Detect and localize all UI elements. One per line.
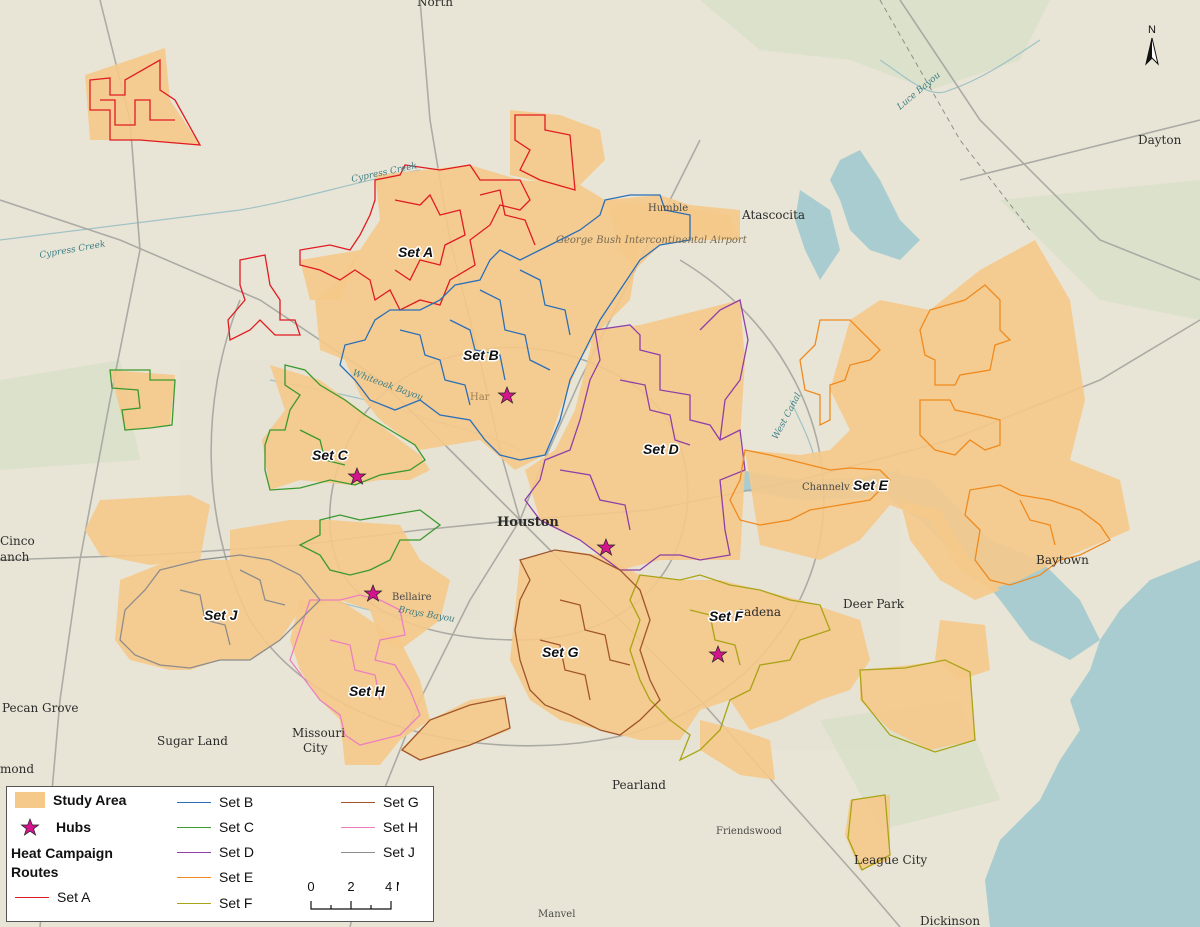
place-pecan-grove: Pecan Grove: [2, 701, 78, 715]
svg-text:N: N: [1148, 24, 1156, 36]
place-dayton: Dayton: [1138, 133, 1182, 147]
set-e-swatch: [177, 876, 211, 878]
study-area-swatch: [15, 792, 45, 808]
place-hardy: Har: [470, 392, 490, 403]
label-set-b: Set B: [463, 347, 499, 363]
hub-star[interactable]: [363, 584, 383, 602]
hub-star-icon: [20, 818, 40, 836]
place-cinco-2: anch: [0, 550, 30, 564]
legend-study-area: Study Area: [15, 792, 126, 808]
place-atascocita: Atascocita: [741, 208, 805, 222]
hub-star[interactable]: [497, 386, 517, 404]
route-set-h: [289, 594, 421, 746]
legend-hubs: Hubs: [20, 818, 91, 836]
legend-set-h: Set H: [341, 819, 418, 835]
place-bellaire: Bellaire: [392, 592, 432, 603]
place-channelview: Channelv: [802, 482, 850, 493]
legend-set-j: Set J: [341, 844, 415, 860]
place-humble: Humble: [648, 203, 688, 214]
label-set-j: Set J: [204, 607, 239, 623]
label-set-e: Set E: [853, 477, 889, 493]
route-set-a: [89, 58, 576, 342]
rail-line: [879, 0, 1031, 231]
legend-set-e: Set E: [177, 869, 253, 885]
hubs: [347, 386, 728, 663]
route-set-e: [729, 284, 1111, 586]
route-set-f: [629, 574, 976, 871]
place-richmond: mond: [0, 762, 34, 776]
route-set-g: [400, 549, 661, 761]
north-arrow-icon: N: [1145, 24, 1159, 66]
legend-set-c: Set C: [177, 819, 254, 835]
legend-set-f: Set F: [177, 895, 252, 911]
set-b-swatch: [177, 801, 211, 803]
place-north: North: [417, 0, 453, 9]
legend-routes-title-1: Heat Campaign: [11, 845, 113, 861]
place-deer-park: Deer Park: [843, 597, 905, 611]
legend-hubs-label: Hubs: [56, 819, 91, 835]
legend-set-d: Set D: [177, 844, 254, 860]
place-manvel: Manvel: [538, 909, 575, 920]
legend-set-g: Set G: [341, 794, 419, 810]
label-set-c: Set C: [312, 447, 349, 463]
legend-set-a: Set A: [15, 889, 90, 905]
green-areas: [0, 0, 1200, 830]
label-set-g: Set G: [542, 644, 579, 660]
legend-study-area-label: Study Area: [53, 792, 127, 808]
route-set-labels: Set A Set B Set C Set D Set E Set F Set …: [203, 243, 891, 701]
place-missouri-city-2: City: [303, 741, 328, 755]
route-set-b: [339, 194, 691, 461]
set-c-swatch: [177, 826, 211, 828]
place-pasadena: sadena: [738, 605, 781, 619]
legend-set-b: Set B: [177, 794, 253, 810]
set-d-swatch: [177, 851, 211, 853]
map-legend: Study Area Hubs Heat Campaign Routes Set…: [6, 786, 434, 922]
hub-star[interactable]: [708, 645, 728, 663]
place-friendswood: Friendswood: [716, 826, 782, 837]
set-h-swatch: [341, 826, 375, 828]
place-airport: George Bush Intercontinental Airport: [556, 235, 748, 246]
label-set-a: Set A: [398, 244, 433, 260]
place-cinco-1: Cinco: [0, 534, 35, 548]
place-baytown: Baytown: [1036, 553, 1089, 567]
place-sugar-land: Sugar Land: [157, 734, 228, 748]
set-j-swatch: [341, 851, 375, 853]
scale-bar: 0 2 4 Miles: [307, 879, 399, 910]
set-a-swatch: [15, 896, 49, 898]
label-set-d: Set D: [643, 441, 679, 457]
routes: [89, 58, 1111, 871]
scale-tick-2: 2: [347, 879, 354, 894]
route-set-j: [119, 554, 321, 669]
route-set-d: [524, 299, 749, 571]
hub-star[interactable]: [596, 538, 616, 556]
label-set-f: Set F: [709, 608, 744, 624]
place-houston: Houston: [497, 515, 559, 530]
legend-routes-title-2: Routes: [11, 864, 59, 880]
study-area: [85, 48, 1130, 870]
place-pearland: Pearland: [612, 778, 666, 792]
scale-tick-0: 0: [307, 879, 314, 894]
place-dickinson: Dickinson: [920, 914, 980, 927]
label-set-h: Set H: [349, 683, 386, 699]
place-missouri-city-1: Missouri: [292, 726, 345, 740]
route-set-c: [109, 364, 442, 576]
set-f-swatch: [177, 902, 211, 904]
scale-tick-4: 4 Miles: [385, 879, 399, 894]
place-league-city: League City: [854, 853, 927, 867]
set-g-swatch: [341, 801, 375, 803]
hub-star[interactable]: [347, 467, 367, 485]
